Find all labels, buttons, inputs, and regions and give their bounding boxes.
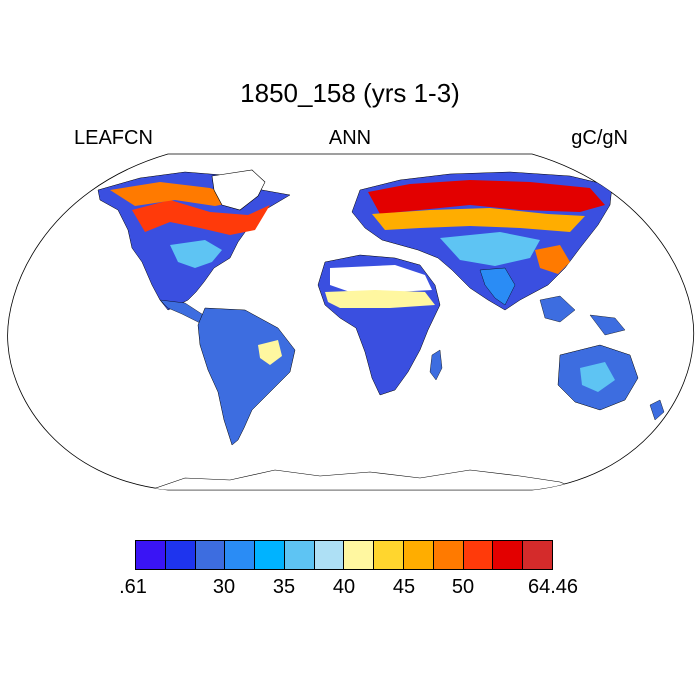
colorbar-box <box>463 541 494 569</box>
colorbar-box <box>225 541 256 569</box>
colorbar-tick-label: 40 <box>332 576 356 598</box>
eurasia-boreal-band <box>368 180 605 214</box>
plot-title: 1850_158 (yrs 1-3) <box>240 78 460 108</box>
north-america-east <box>170 240 222 268</box>
colorbar-tick-label: .61 <box>119 576 147 598</box>
asia-central-light <box>440 232 540 266</box>
north-america-subarctic <box>110 182 245 206</box>
australia-interior <box>580 362 615 392</box>
colorbar <box>135 540 553 570</box>
east-asia-warm <box>535 245 570 274</box>
colorbar-box <box>433 541 464 569</box>
colorbar-box <box>284 541 315 569</box>
greenland <box>211 169 266 211</box>
colorbar-tick-label: 45 <box>392 576 416 598</box>
north-america-boreal-band <box>132 200 270 235</box>
units-label: gC/gN <box>571 127 628 149</box>
sahel-band <box>325 290 435 308</box>
colorbar-box <box>523 541 552 569</box>
colorbar-box <box>493 541 524 569</box>
colorbar-box <box>314 541 345 569</box>
colorbar-tick-label: 35 <box>272 576 296 598</box>
colorbar-box <box>404 541 434 569</box>
new-zealand <box>649 399 665 421</box>
madagascar <box>429 349 443 381</box>
colorbar-tick-labels: .61 30 35 40 45 50 64.46 <box>0 576 700 602</box>
season-label: ANN <box>328 127 372 149</box>
colorbar-box <box>255 541 285 569</box>
colorbar-box <box>165 541 196 569</box>
colorbar-box <box>136 541 166 569</box>
colorbar-tick-label: 64.46 <box>527 576 579 598</box>
southeast-asia-islands <box>539 295 626 336</box>
colorbar-tick-label: 30 <box>212 576 236 598</box>
south-america-highlight <box>258 340 282 365</box>
antarctica <box>149 469 581 490</box>
colorbar-box <box>374 541 405 569</box>
colorbar-box <box>195 541 226 569</box>
colorbar-box <box>344 541 375 569</box>
colorbar-tick-label: 50 <box>451 576 475 598</box>
eurasia-north-orange <box>372 208 585 232</box>
sahara-unvegetated <box>330 265 432 292</box>
variable-label: LEAFCN <box>74 127 153 149</box>
india <box>479 267 516 306</box>
